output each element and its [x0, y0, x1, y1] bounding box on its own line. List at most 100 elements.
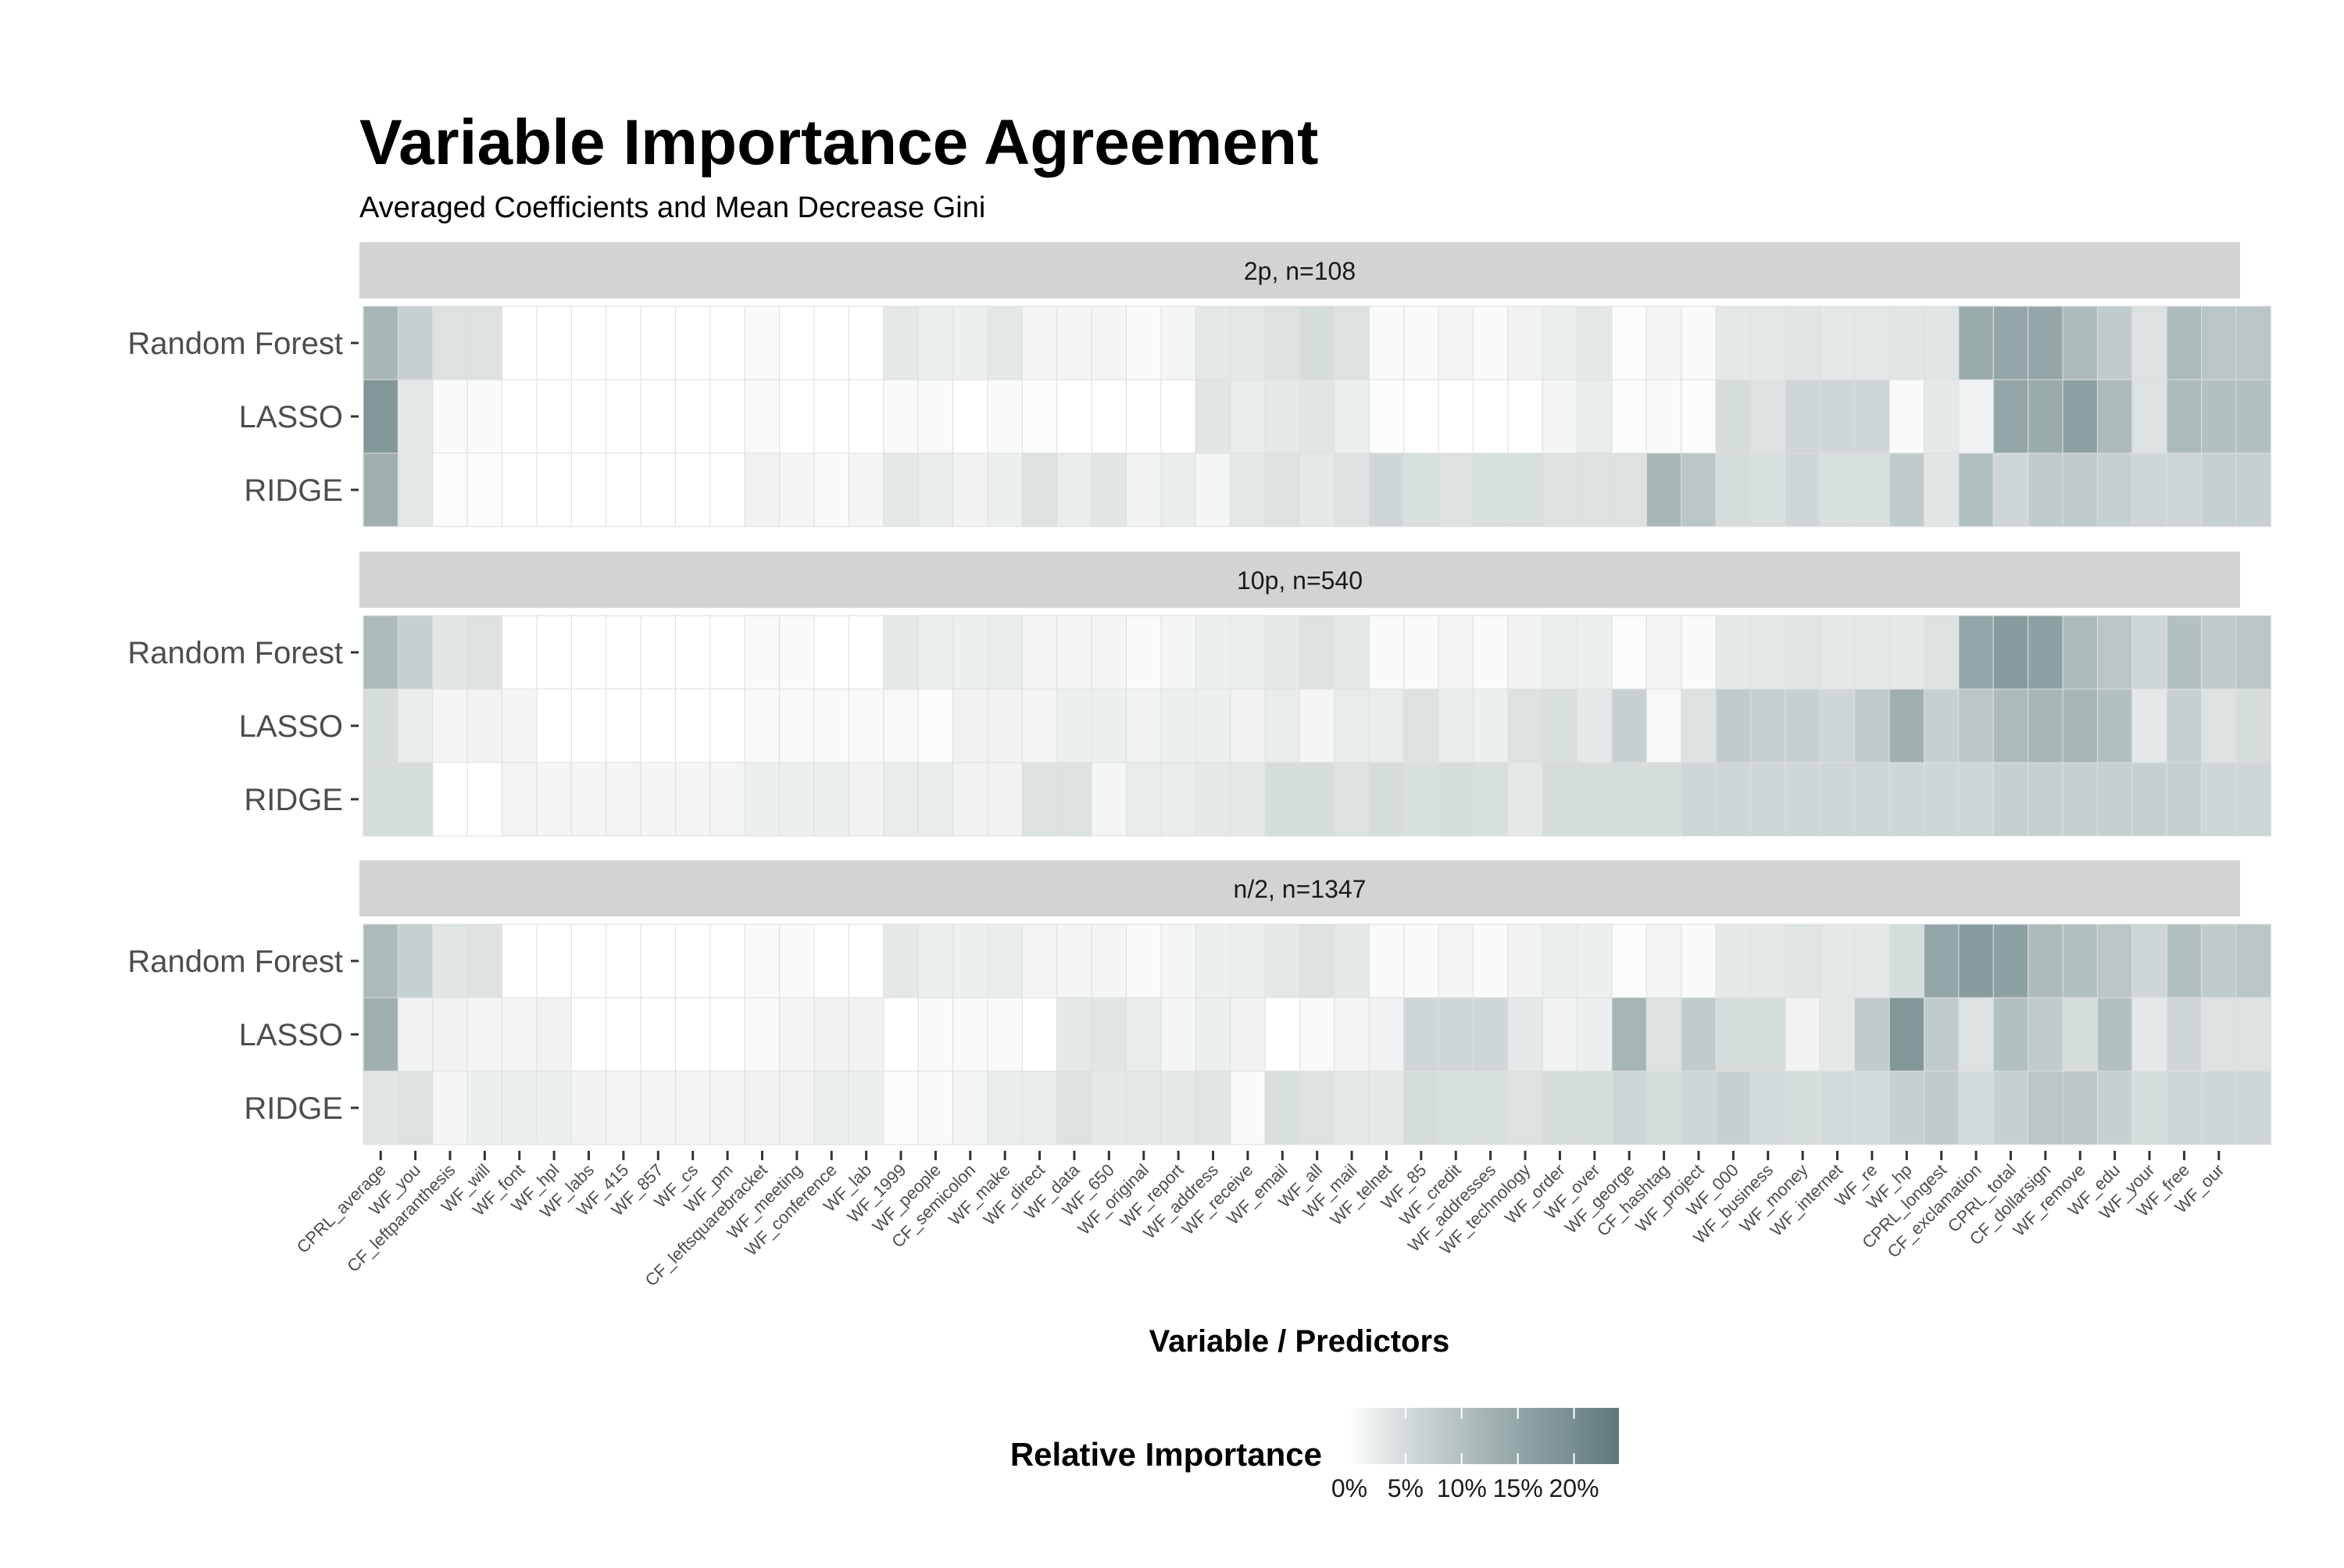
- heatmap-cell: [744, 379, 781, 454]
- heatmap-cell: [1472, 762, 1509, 837]
- heatmap-cell: [1403, 688, 1439, 763]
- heatmap-cell: [848, 997, 884, 1072]
- heatmap-cell: [917, 379, 954, 454]
- heatmap-cell: [952, 452, 988, 527]
- heatmap-cell: [883, 997, 919, 1072]
- heatmap-cell: [502, 688, 538, 763]
- heatmap-cell: [1750, 762, 1786, 837]
- heatmap-cell: [1126, 379, 1162, 454]
- heatmap-cell: [709, 923, 745, 998]
- heatmap-cell: [1888, 1070, 1924, 1145]
- heatmap-cell: [848, 615, 884, 690]
- heatmap-cell: [1195, 615, 1231, 690]
- heatmap-cell: [2131, 762, 2167, 837]
- heatmap-cell: [813, 615, 849, 690]
- heatmap-cell: [917, 452, 954, 527]
- heatmap-cell: [536, 615, 572, 690]
- heatmap-cell: [1126, 615, 1162, 690]
- heatmap-cell: [1542, 305, 1578, 380]
- heatmap-cell: [1299, 452, 1335, 527]
- heatmap-cell: [2028, 452, 2064, 527]
- heatmap-cell: [1785, 1070, 1821, 1145]
- heatmap-cell: [2235, 923, 2271, 998]
- heatmap-cell: [1924, 997, 1960, 1072]
- heatmap-cell: [1368, 762, 1405, 837]
- heatmap-cell: [2096, 305, 2133, 380]
- heatmap-cell: [1334, 305, 1370, 380]
- heatmap-cell: [1403, 305, 1439, 380]
- heatmap-cell: [1715, 997, 1752, 1072]
- heatmap-cell: [1819, 762, 1856, 837]
- heatmap-cell: [1958, 615, 1994, 690]
- heatmap-cell: [1715, 688, 1752, 763]
- heatmap-cell: [1021, 379, 1058, 454]
- heatmap-cell: [502, 615, 538, 690]
- legend-tick-label: 10%: [1437, 1474, 1487, 1502]
- heatmap-cell: [675, 1070, 711, 1145]
- heatmap-cell: [1854, 305, 1890, 380]
- heatmap-cell: [432, 379, 468, 454]
- heatmap-cell: [2062, 452, 2098, 527]
- heatmap-cell: [1056, 688, 1092, 763]
- heatmap-cell: [1577, 305, 1613, 380]
- legend-tick-label: 0%: [1331, 1474, 1367, 1502]
- heatmap-cell: [1542, 1070, 1578, 1145]
- heatmap-cell: [1438, 305, 1474, 380]
- heatmap-cell: [1611, 923, 1647, 998]
- heatmap-cell: [2201, 997, 2237, 1072]
- heatmap-cell: [1195, 305, 1231, 380]
- heatmap-cell: [2096, 688, 2133, 763]
- y-tick-label: Random Forest: [127, 945, 343, 979]
- heatmap-cell: [2028, 762, 2064, 837]
- color-legend: Relative Importance 0% 5% 10% 15% 20%: [1010, 1408, 1619, 1502]
- heatmap-cell: [502, 379, 538, 454]
- heatmap-cell: [1438, 1070, 1474, 1145]
- heatmap-cell: [1854, 762, 1890, 837]
- heatmap-cell: [987, 762, 1023, 837]
- heatmap-cell: [2062, 688, 2098, 763]
- heatmap-cell: [813, 997, 849, 1072]
- facet-strip: [359, 860, 2240, 916]
- heatmap-cell: [1230, 762, 1266, 837]
- heatmap-cell: [2028, 379, 2064, 454]
- heatmap-cell: [1299, 305, 1335, 380]
- heatmap-cell: [2235, 762, 2271, 837]
- heatmap-cell: [397, 762, 434, 837]
- heatmap-cell: [1645, 379, 1682, 454]
- heatmap-cell: [432, 688, 468, 763]
- heatmap-cell: [2201, 379, 2237, 454]
- heatmap-cell: [2096, 379, 2133, 454]
- heatmap-cell: [1056, 762, 1092, 837]
- heatmap-cell: [1507, 305, 1543, 380]
- heatmap-cell: [1681, 762, 1717, 837]
- heatmap-cell: [1854, 379, 1890, 454]
- heatmap-cell: [813, 688, 849, 763]
- heatmap-cell: [917, 1070, 954, 1145]
- heatmap-cell: [2062, 305, 2098, 380]
- facet-strip-label: 2p, n=108: [1244, 257, 1356, 285]
- heatmap-cell: [1715, 615, 1752, 690]
- heatmap-cell: [1785, 997, 1821, 1072]
- heatmap-cell: [987, 923, 1023, 998]
- heatmap-cell: [1403, 762, 1439, 837]
- heatmap-cell: [1577, 379, 1613, 454]
- heatmap-cell: [987, 997, 1023, 1072]
- heatmap-cell: [2062, 379, 2098, 454]
- heatmap-cell: [1160, 997, 1196, 1072]
- heatmap-cell: [744, 615, 781, 690]
- heatmap-cell: [1924, 305, 1960, 380]
- heatmap-cell: [502, 762, 538, 837]
- heatmap-cell: [570, 1070, 607, 1145]
- heatmap-cell: [466, 1070, 503, 1145]
- heatmap-cell: [1334, 452, 1370, 527]
- heatmap-cell: [1126, 688, 1162, 763]
- heatmap-cell: [883, 688, 919, 763]
- heatmap-cell: [2096, 762, 2133, 837]
- heatmap-cell: [1542, 688, 1578, 763]
- heatmap-cell: [1334, 997, 1370, 1072]
- heatmap-cell: [1715, 379, 1752, 454]
- y-tick-label: RIDGE: [244, 1091, 343, 1126]
- heatmap-cell: [883, 923, 919, 998]
- heatmap-cell: [848, 762, 884, 837]
- heatmap-cell: [987, 379, 1023, 454]
